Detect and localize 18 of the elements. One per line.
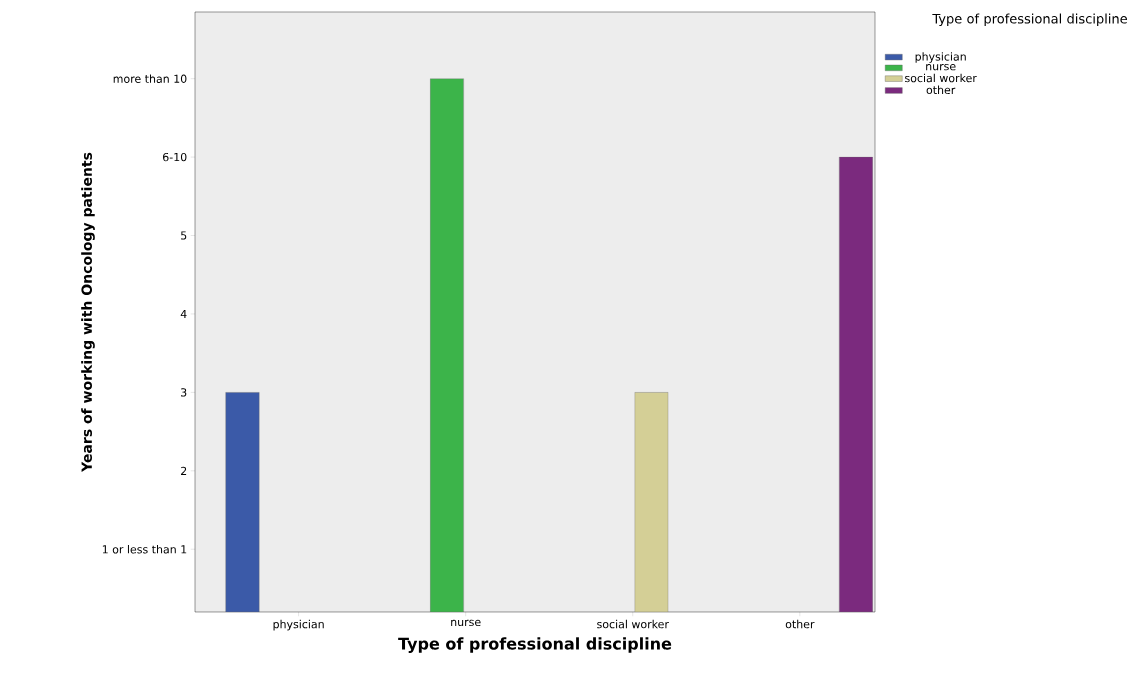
legend-label: nurse: [926, 64, 956, 71]
x-tick-label: nurse: [451, 619, 481, 627]
y-tick-label: 2: [181, 466, 187, 475]
y-axis-title: Years of working with Oncology patients: [81, 152, 95, 473]
x-tick-label: physician: [273, 619, 324, 631]
legend-label: other: [926, 85, 956, 95]
y-tick-label: 3: [181, 388, 187, 397]
x-tick-label: social worker: [597, 619, 669, 629]
x-tick-label: other: [785, 619, 815, 629]
y-tick-label: 5: [181, 231, 187, 240]
legend-label: physician: [915, 52, 966, 63]
y-tick-label: more than 10: [113, 74, 187, 83]
legend-label: social worker: [905, 73, 977, 83]
legend-title: Type of professional discipline: [932, 13, 1127, 27]
y-tick-label: 6-10: [163, 152, 187, 162]
y-tick-label: 4: [180, 309, 187, 318]
y-tick-label: 1 or less than 1: [102, 544, 187, 554]
x-axis-title: Type of professional discipline: [398, 637, 672, 653]
